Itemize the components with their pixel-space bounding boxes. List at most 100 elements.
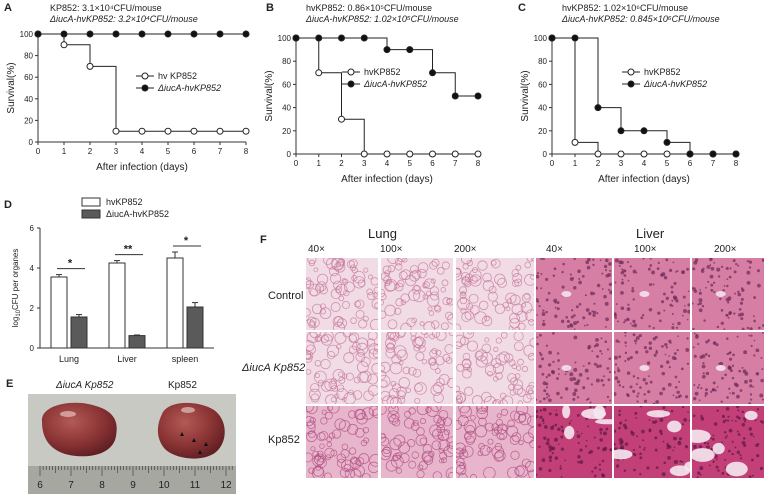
filled-marker [686,150,694,158]
nucleus [624,351,628,355]
nucleus [707,339,711,342]
alveolus [466,260,473,267]
alveolus [381,299,385,306]
nucleus [664,342,668,347]
nucleus [585,308,590,312]
mag-liver-100: 100× [634,244,657,255]
panel-d-letter: D [4,199,12,211]
nucleus [667,456,671,460]
nucleus [589,450,593,454]
nucleus [536,272,540,275]
nucleus [694,391,699,396]
nucleus [673,281,677,285]
alveolus [456,385,461,392]
legend-label: ΔiucA-hvKP852 [643,79,707,89]
mag-lung-40: 40× [308,244,325,255]
alveolus [462,368,472,379]
alveolus [395,298,404,307]
alveolus [366,338,376,347]
nucleus [732,353,735,357]
nucleus [589,401,592,404]
nucleus [692,267,696,271]
lesion [646,410,671,418]
nucleus [705,371,710,376]
alveolus [438,373,450,385]
open-marker [617,150,625,158]
mag-liver-200: 200× [714,244,737,255]
nucleus [713,422,718,426]
nucleus [676,270,679,273]
alveolus [326,441,332,448]
nucleus [638,333,642,338]
alveolus [314,359,322,367]
nucleus [569,273,572,276]
panel-d: D 0 2 4 6 log10CFU per organes hvKP852 ΔiucA-h… [0,190,225,372]
nucleus [651,270,656,275]
alveolus [457,297,470,311]
nucleus [590,383,593,386]
alveolus [530,274,534,280]
nucleus [738,308,742,311]
alveolus [478,443,485,450]
nucleus [734,446,737,449]
alveolus [501,395,514,404]
alveolus [320,417,328,425]
alveolus [509,317,520,329]
nucleus [721,376,724,380]
alveolus [459,406,472,418]
liver-histology-image [614,406,690,478]
alveolus [330,396,337,403]
nucleus [713,290,716,294]
nucleus [643,399,648,403]
nucleus [725,266,729,270]
nucleus [572,377,577,381]
nucleus [547,373,551,377]
nucleus [556,391,560,396]
alveolus [413,284,421,292]
panel-e: E ΔiucA Kp852 Kp852 6 7 8 9 10 11 12 [0,372,240,496]
nucleus [604,326,607,328]
ruler-number: 10 [158,480,170,491]
y-axis-label: Survival(%) [520,70,531,121]
nucleus [573,335,578,340]
nucleus [710,447,713,451]
nucleus [696,386,700,389]
alveolus [515,264,522,271]
nucleus [629,385,633,389]
nucleus [724,419,727,422]
nucleus [743,417,747,421]
nucleus [627,279,630,282]
nucleus [626,318,630,322]
alveolus [498,351,510,363]
nucleus [566,319,570,323]
nucleus [573,314,576,317]
filled-marker [315,34,323,42]
alveolus [469,274,482,287]
alveolus [476,406,489,415]
nucleus [538,364,542,369]
alveolus [348,410,357,419]
lung-histology-image [456,406,534,478]
nucleus [647,390,651,394]
nucleus [752,315,755,317]
vessel [561,365,572,371]
nucleus [601,272,604,275]
nucleus [538,445,541,449]
alveolus [459,286,468,295]
nucleus [587,425,590,428]
alveolus [464,386,474,396]
nucleus [591,350,594,353]
nucleus [568,422,571,425]
alveolus [514,465,525,477]
ruler-number: 12 [220,480,232,491]
nucleus [537,423,542,427]
nucleus [577,379,581,383]
nucleus [539,409,543,412]
legend-marker [347,68,355,76]
nucleus [605,258,609,263]
alveolus [394,263,403,271]
alveolus [505,292,517,304]
alveolus [381,293,387,301]
nucleus [631,432,635,436]
filled-marker [292,34,300,42]
